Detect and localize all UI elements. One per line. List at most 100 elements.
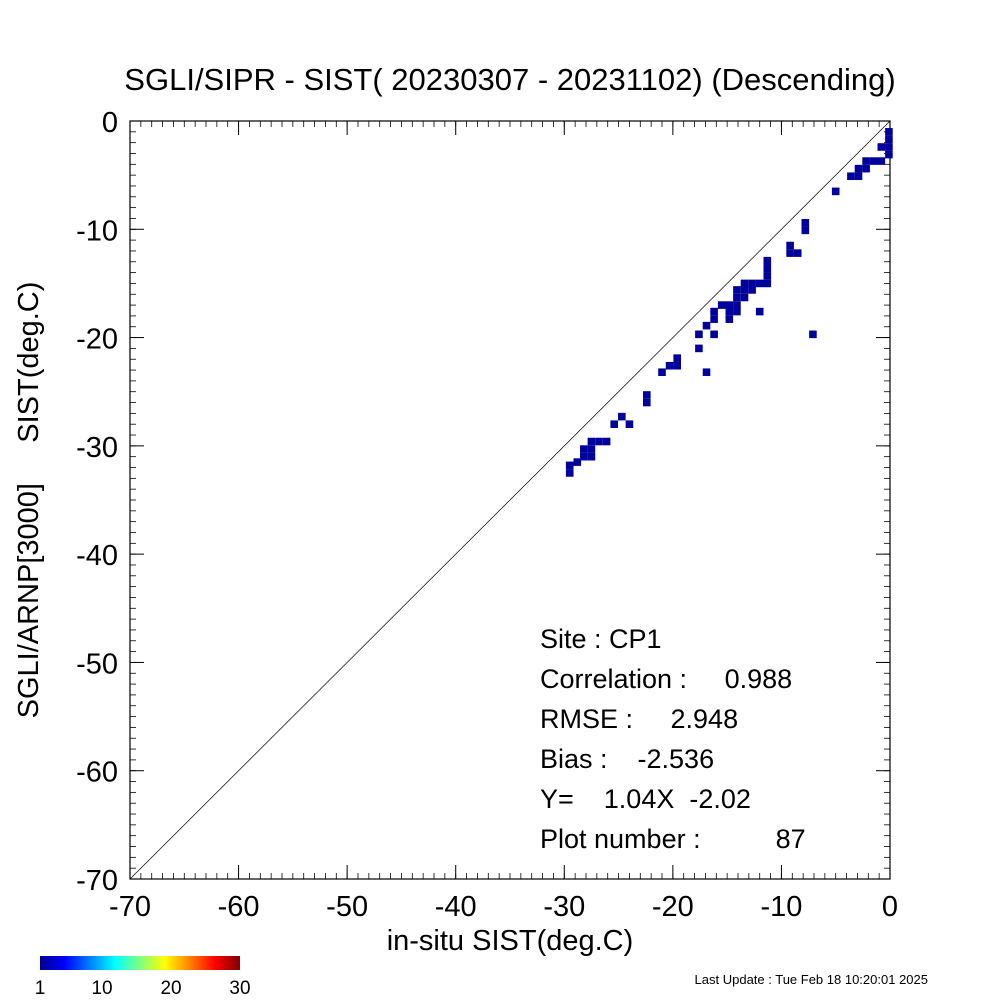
colorbar [40, 956, 240, 970]
stat-plot-number: Plot number : 87 [540, 824, 806, 854]
data-point [885, 150, 893, 159]
data-point [869, 157, 878, 165]
data-point [885, 143, 893, 151]
data-point [695, 344, 703, 353]
x-axis-label: in-situ SIST(deg.C) [387, 925, 634, 957]
data-point [658, 368, 666, 377]
data-point [877, 157, 886, 165]
data-point [793, 249, 802, 257]
data-point [695, 330, 703, 339]
data-point [831, 187, 840, 196]
colorbar-label: 10 [91, 978, 112, 999]
data-point [643, 398, 651, 407]
stat-regression: Y= 1.04X -2.02 [540, 784, 751, 814]
stat-correlation: Correlation : 0.988 [540, 664, 792, 694]
x-tick-label: -30 [543, 891, 585, 923]
colorbar-label: 20 [160, 978, 181, 999]
data-point [877, 143, 886, 151]
data-point [673, 354, 681, 362]
data-point [786, 241, 794, 250]
chart-title: SGLI/SIPR - SIST( 20230307 - 20231102) (… [124, 62, 895, 97]
data-point [786, 249, 794, 257]
y-tick-labels: -70 -60 -50 -40 -30 -20 -10 0 [76, 107, 118, 897]
data-point [733, 301, 741, 309]
colorbar-label: 30 [229, 978, 250, 999]
x-tick-label: -10 [760, 891, 802, 923]
data-point [710, 307, 718, 316]
last-update: Last Update : Tue Feb 18 10:20:01 2025 [695, 972, 928, 987]
data-point [885, 128, 893, 136]
data-point [733, 307, 741, 316]
colorbar-label: 1 [35, 978, 46, 999]
data-point [755, 279, 764, 288]
data-point [580, 452, 588, 461]
y-tick-label: 0 [102, 107, 118, 139]
data-point [763, 272, 772, 280]
x-tick-labels: -70 -60 -50 -40 -30 -20 -10 0 [109, 891, 898, 923]
x-tick-label: -50 [326, 891, 368, 923]
y-tick-label: -40 [76, 540, 118, 572]
y-tick-label: -50 [76, 648, 118, 680]
data-point [740, 279, 749, 288]
data-point [665, 361, 674, 370]
data-point [565, 469, 574, 477]
data-point [618, 412, 626, 421]
x-tick-label: -60 [218, 891, 260, 923]
y-tick-label: -60 [76, 757, 118, 789]
data-point [702, 368, 711, 377]
data-point [595, 437, 603, 446]
data-point [748, 279, 756, 288]
data-point [885, 135, 893, 144]
data-point [862, 164, 870, 173]
y-tick-label: -70 [76, 865, 118, 897]
y-axis-label: SGLI/ARNP[3000] SIST(deg.C) [13, 282, 45, 719]
stat-site: Site : CP1 [540, 624, 662, 654]
data-point [755, 307, 764, 316]
data-point [580, 445, 588, 453]
stat-bias: Bias : -2.536 [540, 744, 714, 774]
data-point [748, 286, 756, 294]
data-point [763, 256, 772, 265]
data-point [740, 293, 749, 302]
x-tick-label: -40 [435, 891, 477, 923]
colorbar-labels: 1 10 20 30 [35, 978, 251, 999]
data-point [854, 172, 863, 181]
data-points [565, 128, 893, 477]
data-point [763, 264, 772, 273]
data-point [610, 420, 619, 428]
one-to-one-line [129, 120, 891, 880]
stats-block: Site : CP1 Correlation : 0.988 RMSE : 2.… [540, 624, 806, 854]
data-point [565, 461, 574, 470]
data-point [801, 226, 810, 235]
data-point [740, 286, 749, 294]
y-tick-label: -20 [76, 324, 118, 356]
data-point [809, 330, 817, 339]
x-tick-label: 0 [882, 891, 898, 923]
data-point [763, 279, 772, 288]
stat-rmse: RMSE : 2.948 [540, 704, 738, 734]
data-point [725, 301, 734, 309]
y-tick-label: -10 [76, 215, 118, 247]
data-point [587, 445, 596, 453]
data-point [847, 172, 855, 181]
y-tick-label: -30 [76, 432, 118, 464]
data-point [573, 458, 582, 466]
data-point [673, 361, 681, 370]
data-point [602, 437, 611, 446]
x-tick-label: -70 [109, 891, 151, 923]
data-point [733, 286, 741, 294]
data-point [702, 321, 711, 330]
data-point [625, 420, 634, 428]
major-ticks [129, 120, 891, 880]
data-point [710, 330, 718, 339]
data-point [854, 164, 863, 173]
data-point [643, 391, 651, 399]
data-point [717, 301, 726, 309]
data-point [587, 437, 596, 446]
data-point [587, 452, 596, 461]
data-point [710, 315, 718, 323]
data-point [725, 307, 734, 316]
x-tick-label: -20 [652, 891, 694, 923]
data-point [733, 293, 741, 302]
